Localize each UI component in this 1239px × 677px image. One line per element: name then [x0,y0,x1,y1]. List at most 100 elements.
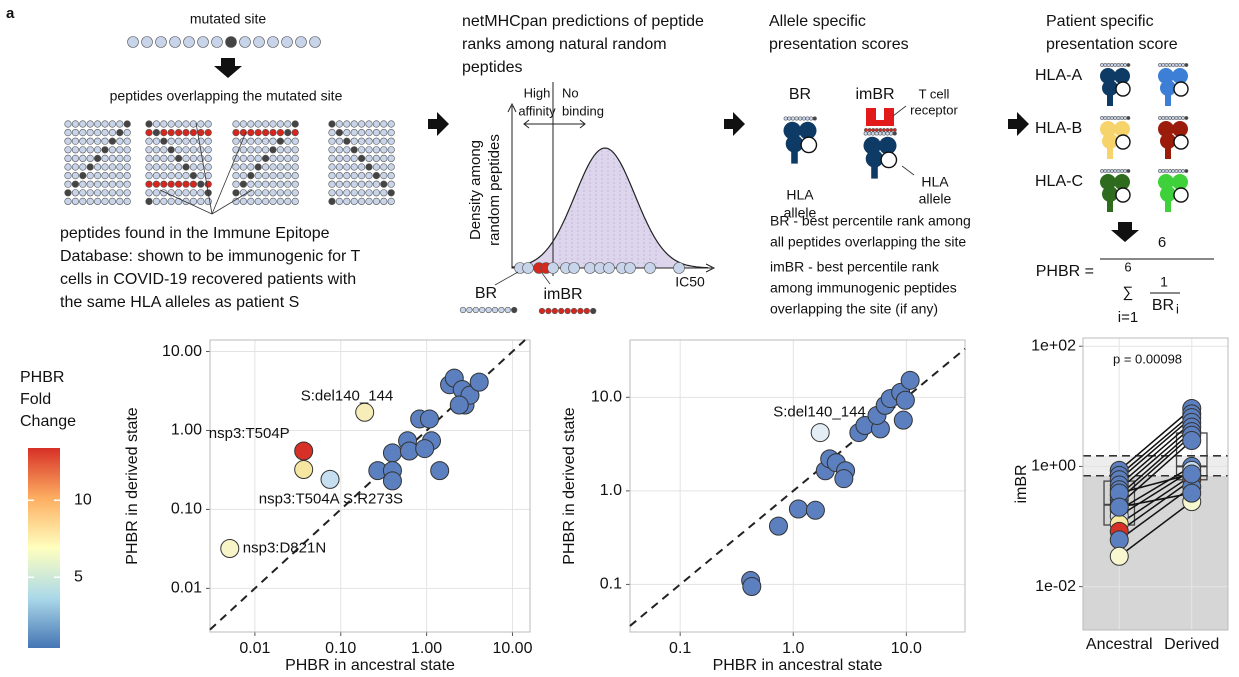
colorbar [28,448,60,648]
bead [117,164,124,171]
bead [571,308,577,314]
bead [1124,63,1127,66]
bead [255,172,262,179]
step3-text: among immunogenic peptides [770,280,957,296]
bead [153,129,160,136]
bead [277,121,284,128]
bead [1162,169,1165,172]
step2-axis-label: IC50 [675,274,705,290]
bead [109,172,116,179]
bead [886,128,889,131]
arrow [1008,112,1029,136]
bead [190,138,197,145]
bead [784,117,788,121]
bead [248,181,255,188]
bead [168,138,175,145]
bead [1182,63,1185,66]
bead [358,181,365,188]
bead [94,198,101,205]
point [1110,498,1128,516]
bead [153,155,160,162]
step1-label: peptides overlapping the mutated site [110,88,343,104]
step1-text: cells in COVID-19 recovered patients wit… [60,271,356,288]
bead [142,37,153,48]
bead [285,190,292,197]
bead [1110,116,1113,119]
step3-label: imBR [855,86,894,103]
step3-title: Allele specific [769,13,866,30]
bead [233,121,240,128]
bead [102,181,109,188]
bead [190,155,197,162]
bead [292,172,299,179]
point [450,396,468,414]
bead [255,164,262,171]
bead [344,190,351,197]
bead [175,181,182,188]
bead [486,307,492,313]
point [1183,465,1201,483]
bead [205,164,212,171]
bead [80,138,87,145]
bead [183,164,190,171]
bead [94,147,101,154]
y-tick-label: 1e+02 [1031,337,1076,354]
bead [889,132,893,136]
bead [1172,116,1175,119]
point-label: nsp3:T504A [259,491,340,508]
bead [1117,169,1120,172]
bead [146,147,153,154]
bead [1162,63,1165,66]
double-arrow [524,120,585,128]
bead [153,190,160,197]
bead [366,172,373,179]
bead [270,147,277,154]
point [295,442,313,460]
peptide-dot [674,263,685,274]
bead [277,138,284,145]
bead [205,138,212,145]
bead [802,117,806,121]
step2-label: BR [475,285,497,302]
step3-note: T cell [919,86,950,101]
bead [336,155,343,162]
annotation: p = 0.00098 [1113,351,1182,366]
point-label: nsp3:D821N [243,539,326,556]
bead [65,172,72,179]
bead [1165,116,1168,119]
bead [190,129,197,136]
y-tick-label: 0.1 [600,576,622,593]
b2m [801,137,816,152]
bead [460,307,466,313]
step1-text: peptides found in the Immune Epitope [60,225,330,242]
bead [183,121,190,128]
point-label: nsp3:T504P [209,425,290,442]
bead [381,129,388,136]
bead [277,198,284,205]
bead [558,308,564,314]
y-tick-label: 1e+00 [1031,458,1076,475]
formula-frac-den: BR [1152,297,1174,314]
bead [175,198,182,205]
step3-text: overlapping the site (if any) [770,301,938,317]
bead [248,155,255,162]
bead [102,198,109,205]
bead [344,164,351,171]
bead [1185,116,1188,119]
bead [240,164,247,171]
bead [270,172,277,179]
bead [168,155,175,162]
tcr [866,108,894,126]
bead [233,190,240,197]
bead [161,147,168,154]
step2-label: imBR [543,286,582,303]
bead [124,138,131,145]
bead [153,138,160,145]
point [789,500,807,518]
bead [373,190,380,197]
bead [65,181,72,188]
bead [813,117,817,121]
pointer-line [542,273,550,284]
bead [1120,116,1123,119]
